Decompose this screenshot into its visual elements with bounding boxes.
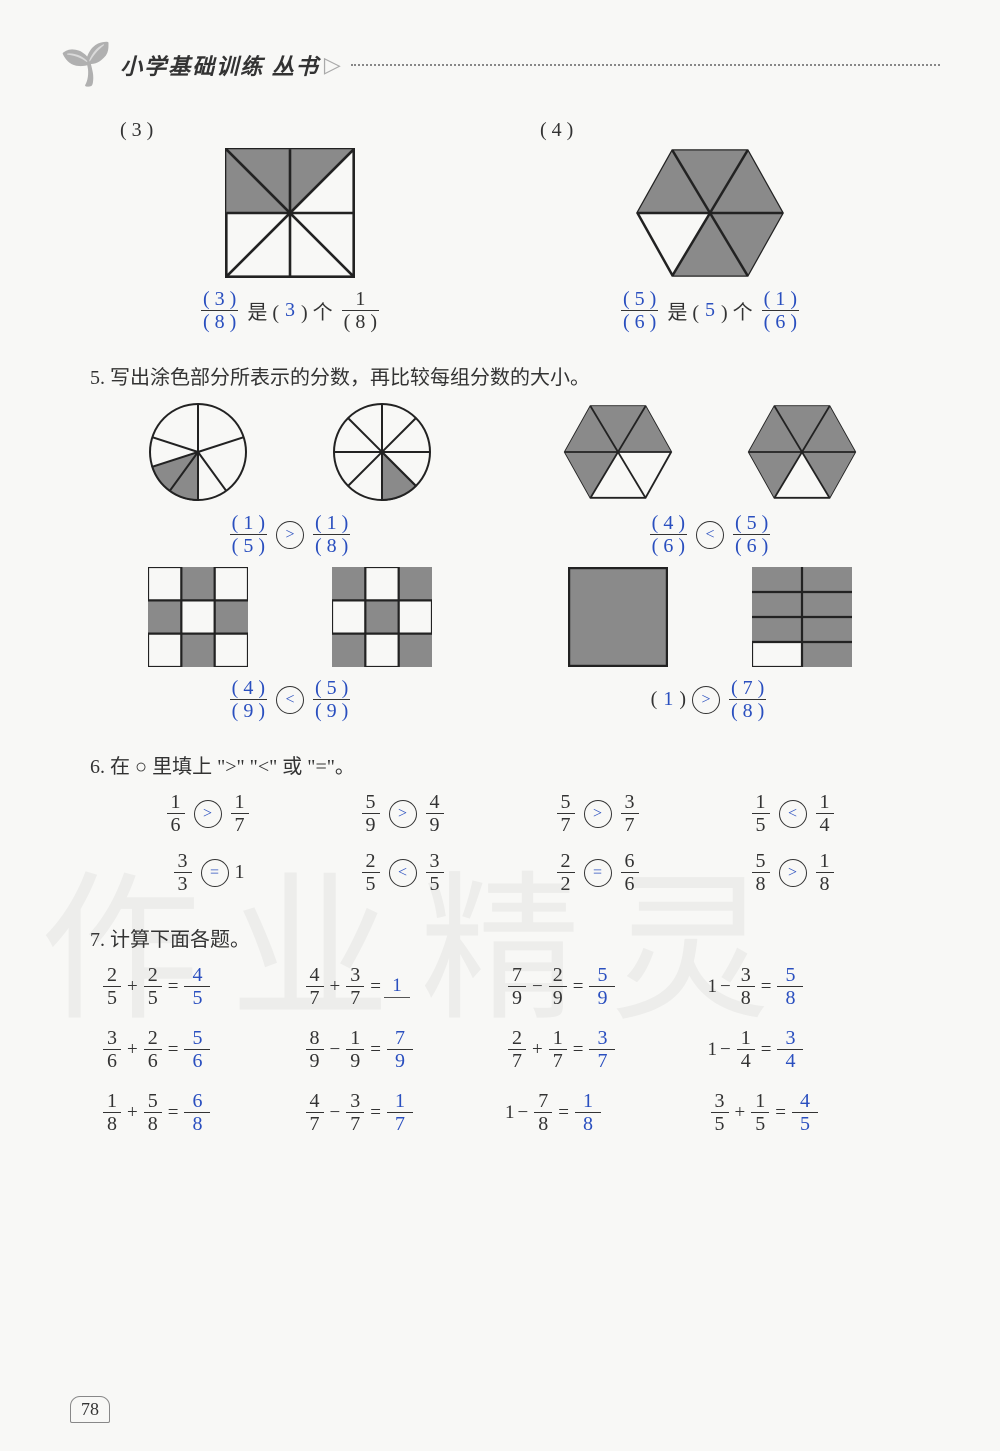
compare-circle: >: [779, 859, 807, 887]
calc-item: 79 − 29 = 59: [505, 964, 698, 1009]
square-8tri-icon: [225, 148, 355, 278]
q3-label: ( 3 ): [120, 119, 470, 142]
hex6a-icon: [563, 402, 673, 502]
compare-item: 22 = 66: [510, 850, 685, 895]
compare-circle: >: [276, 521, 304, 549]
header-rule: [351, 64, 940, 66]
compare-item: 15 < 14: [705, 791, 880, 836]
calc-item: 27 + 17 = 37: [505, 1027, 698, 1072]
compare-circle: >: [584, 800, 612, 828]
q5-pair2: ( 4 )( 6 ) < ( 5 )( 6 ): [530, 402, 890, 557]
calc-item: 1 − 38 = 58: [708, 964, 901, 1009]
circle8-icon: [332, 402, 432, 502]
compare-circle: >: [194, 800, 222, 828]
compare-circle: <: [276, 686, 304, 714]
calc-item: 18 + 58 = 68: [100, 1090, 293, 1135]
calc-item: 47 − 37 = 17: [303, 1090, 496, 1135]
compare-item: 59 > 49: [315, 791, 490, 836]
calc-item: 35 + 15 = 45: [708, 1090, 901, 1135]
calc-item: 47 + 37 = 1: [303, 964, 496, 1009]
compare-circle: <: [696, 521, 724, 549]
hex6b-icon: [747, 402, 857, 502]
q3-item: ( 3 ) ( 3 )( 8 ) 是 ( 3 ) 个 1( 8 ): [110, 119, 470, 333]
q5-row1: ( 1 )( 5 ) > ( 1 )( 8 ): [110, 402, 890, 557]
compare-item: 33 = 1: [120, 850, 295, 895]
q4-label: ( 4 ): [540, 119, 890, 142]
grid9b-icon: [332, 567, 432, 667]
q6-grid: 16 > 17 59 > 49 57 > 37 15 < 14 33 = 1 25 < 3…: [120, 791, 880, 895]
grid8-icon: [752, 567, 852, 667]
compare-circle: >: [389, 800, 417, 828]
hexagon-icon: [635, 148, 785, 278]
grid9a-icon: [148, 567, 248, 667]
full-square-icon: [568, 567, 668, 667]
q5-row2: ( 4 )( 9 ) < ( 5 )( 9 ): [110, 567, 890, 722]
compare-item: 16 > 17: [120, 791, 295, 836]
q34-row: ( 3 ) ( 3 )( 8 ) 是 ( 3 ) 个 1( 8 ) ( 4 ): [110, 119, 890, 333]
q5-pair4: (1) > ( 7 )( 8 ): [530, 567, 890, 722]
page-header: 🌱 小学基础训练 丛书 ▷: [60, 40, 940, 89]
calc-item: 25 + 25 = 45: [100, 964, 293, 1009]
mascot-icon: 🌱: [60, 40, 112, 89]
q5-title: 5. 写出涂色部分所表示的分数，再比较每组分数的大小。: [90, 361, 940, 390]
arrow-icon: ▷: [324, 52, 341, 78]
calc-item: 89 − 19 = 79: [303, 1027, 496, 1072]
circle5-icon: [148, 402, 248, 502]
q7-grid: 25 + 25 = 4547 + 37 = 179 − 29 = 59 1 − …: [100, 964, 900, 1135]
calc-item: 1 − 78 = 18: [505, 1090, 698, 1135]
q4-item: ( 4 ) ( 5 )( 6 ) 是 ( 5 ) 个 ( 1 )( 6 ): [530, 119, 890, 333]
compare-circle: <: [389, 859, 417, 887]
q4-expr: ( 5 )( 6 ) 是 ( 5 ) 个 ( 1 )( 6 ): [530, 288, 890, 333]
q5-pair3: ( 4 )( 9 ) < ( 5 )( 9 ): [110, 567, 470, 722]
compare-item: 58 > 18: [705, 850, 880, 895]
q5-pair1: ( 1 )( 5 ) > ( 1 )( 8 ): [110, 402, 470, 557]
compare-circle: =: [584, 859, 612, 887]
q3-expr: ( 3 )( 8 ) 是 ( 3 ) 个 1( 8 ): [110, 288, 470, 333]
q7-title: 7. 计算下面各题。: [90, 923, 940, 952]
compare-circle: >: [692, 686, 720, 714]
page-number: 78: [70, 1396, 110, 1423]
header-title: 小学基础训练 丛书: [120, 49, 320, 81]
calc-item: 1 − 14 = 34: [708, 1027, 901, 1072]
compare-item: 25 < 35: [315, 850, 490, 895]
compare-item: 57 > 37: [510, 791, 685, 836]
q6-title: 6. 在 ○ 里填上 ">" "<" 或 "="。: [90, 750, 940, 779]
compare-circle: =: [201, 859, 229, 887]
calc-item: 36 + 26 = 56: [100, 1027, 293, 1072]
compare-circle: <: [779, 800, 807, 828]
